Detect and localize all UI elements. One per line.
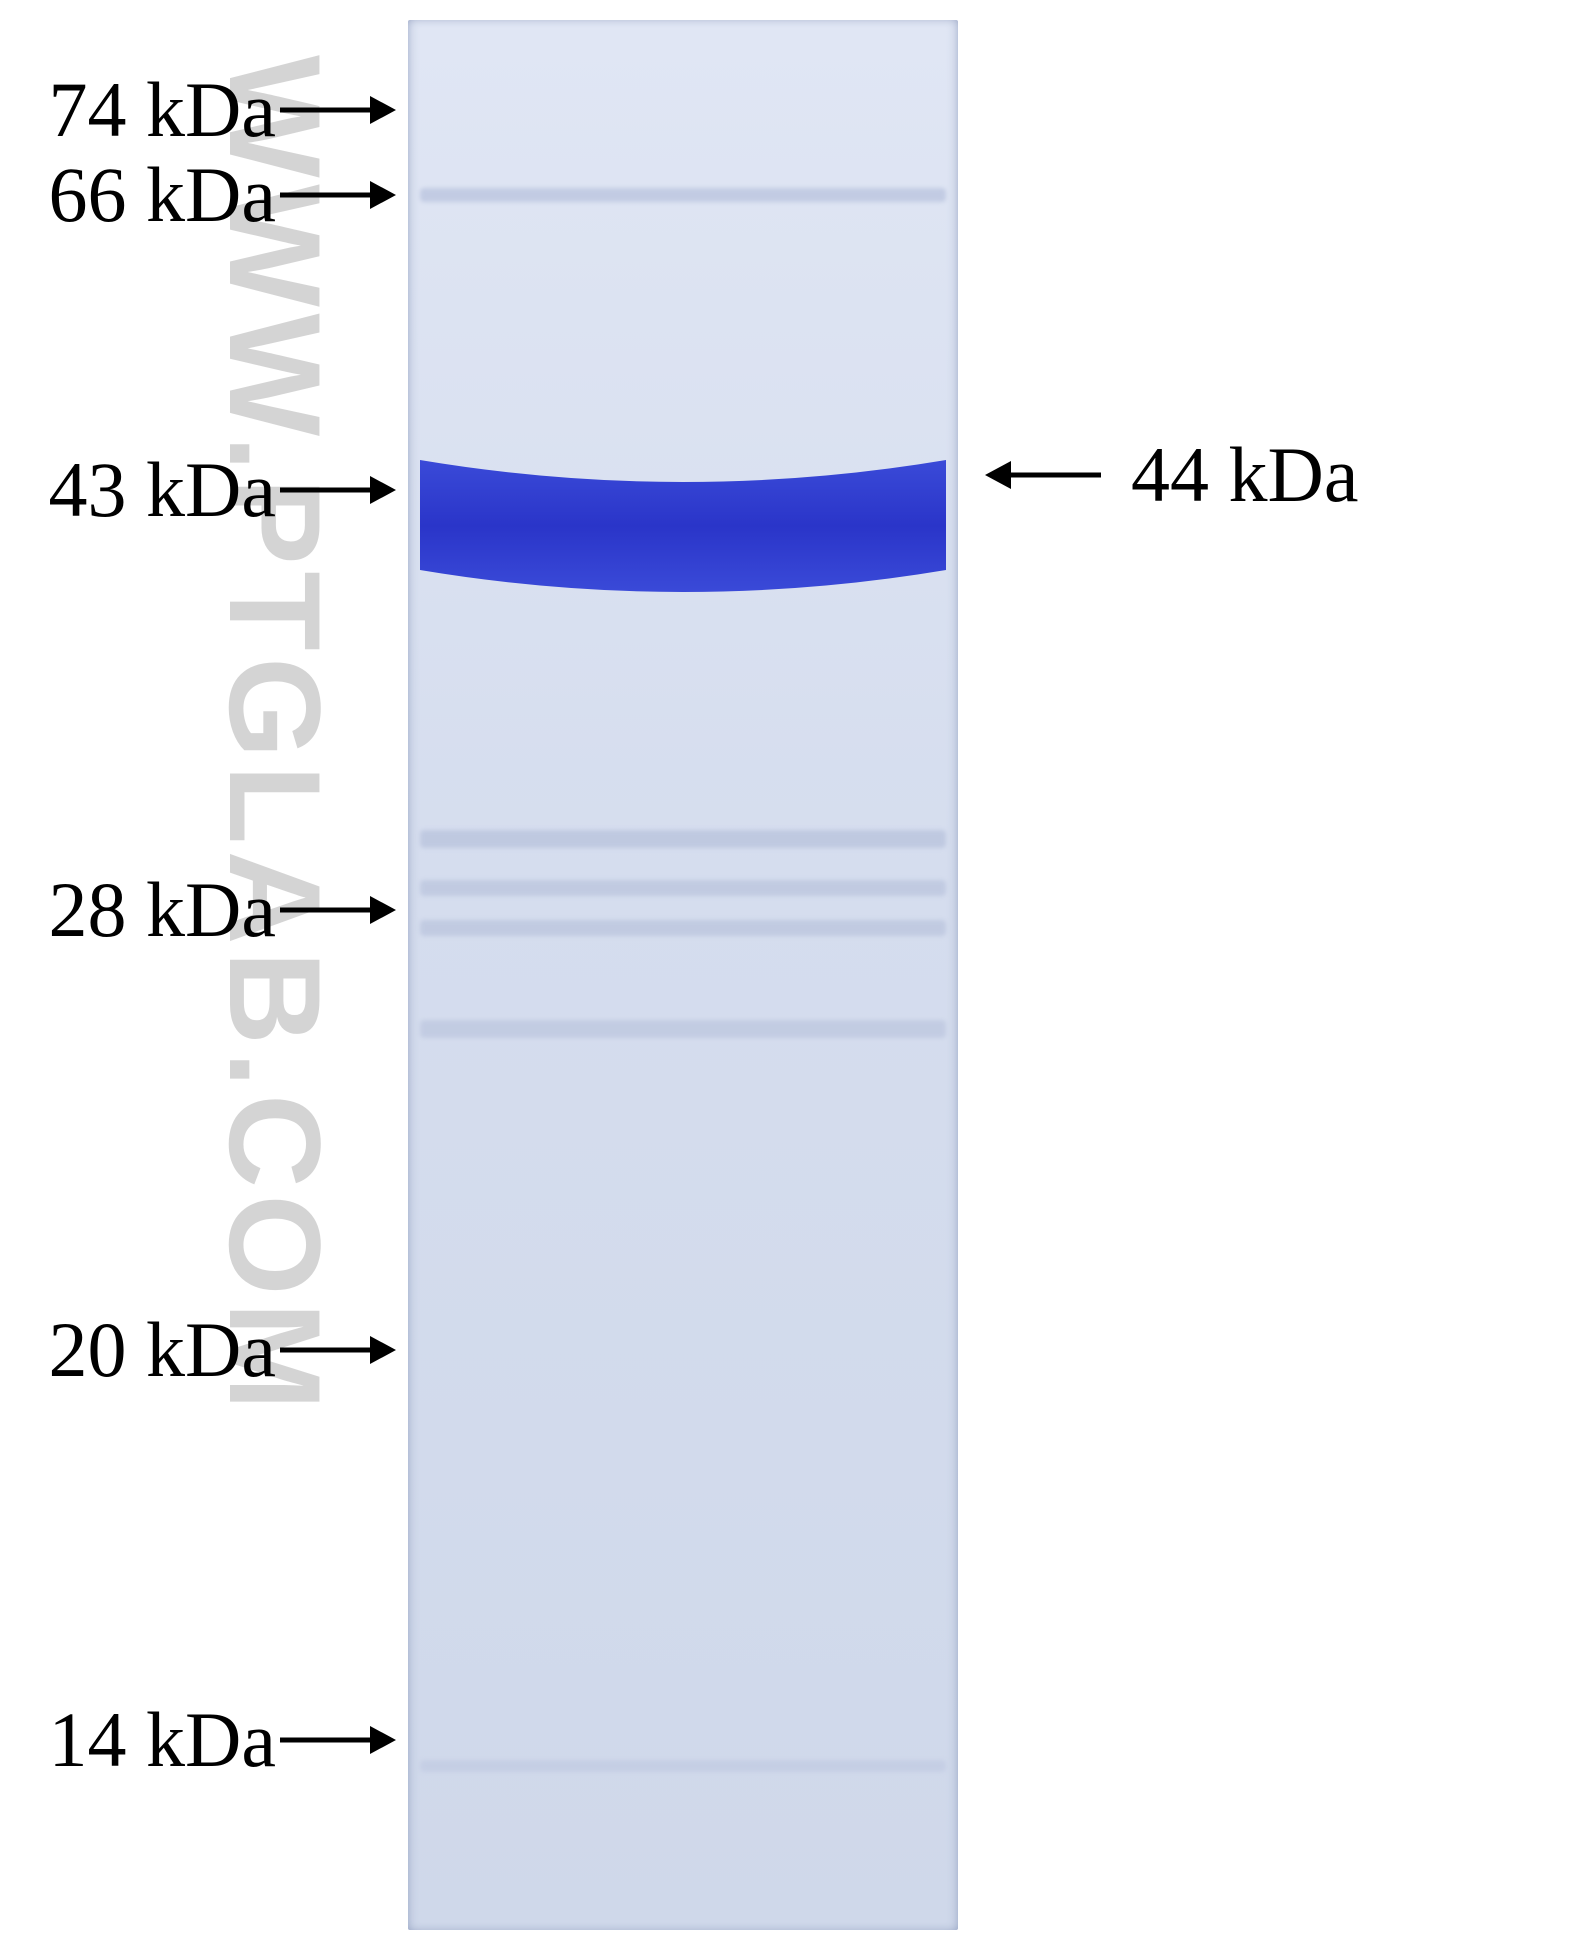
arrow-right-icon (280, 1726, 396, 1754)
arrow-left-icon (985, 461, 1101, 489)
arrow-right-icon (280, 181, 396, 209)
ladder-marker-label: 74 kDa (0, 65, 280, 155)
ladder-marker-label: 28 kDa (0, 865, 280, 955)
ladder-marker: 66 kDa (0, 148, 396, 242)
observed-band-label: 44 kDa (985, 428, 1358, 522)
ladder-marker-label: 66 kDa (0, 150, 280, 240)
faint-band (420, 1020, 946, 1038)
ladder-marker: 20 kDa (0, 1303, 396, 1397)
arrow-right-icon (280, 1336, 396, 1364)
ladder-marker: 74 kDa (0, 63, 396, 157)
faint-band (420, 188, 946, 202)
ladder-marker: 14 kDa (0, 1693, 396, 1787)
arrow-right-icon (280, 896, 396, 924)
arrow-right-icon (280, 96, 396, 124)
ladder-marker-label: 14 kDa (0, 1695, 280, 1785)
observed-band-value: 44 kDa (1131, 430, 1358, 520)
main-protein-band (420, 438, 946, 592)
faint-band (420, 1760, 946, 1772)
faint-band (420, 830, 946, 848)
ladder-marker: 28 kDa (0, 863, 396, 957)
faint-band (420, 880, 946, 896)
gel-image-container: WWW.PTGLAB.COM 74 kDa66 kDa 43 kDa 28 kDa 2… (0, 0, 1585, 1946)
ladder-marker-label: 20 kDa (0, 1305, 280, 1395)
watermark-text: WWW.PTGLAB.COM (200, 55, 350, 1417)
arrow-right-icon (280, 476, 396, 504)
faint-band (420, 920, 946, 936)
gel-lane (408, 20, 958, 1930)
ladder-marker-label: 43 kDa (0, 445, 280, 535)
ladder-marker: 43 kDa (0, 443, 396, 537)
